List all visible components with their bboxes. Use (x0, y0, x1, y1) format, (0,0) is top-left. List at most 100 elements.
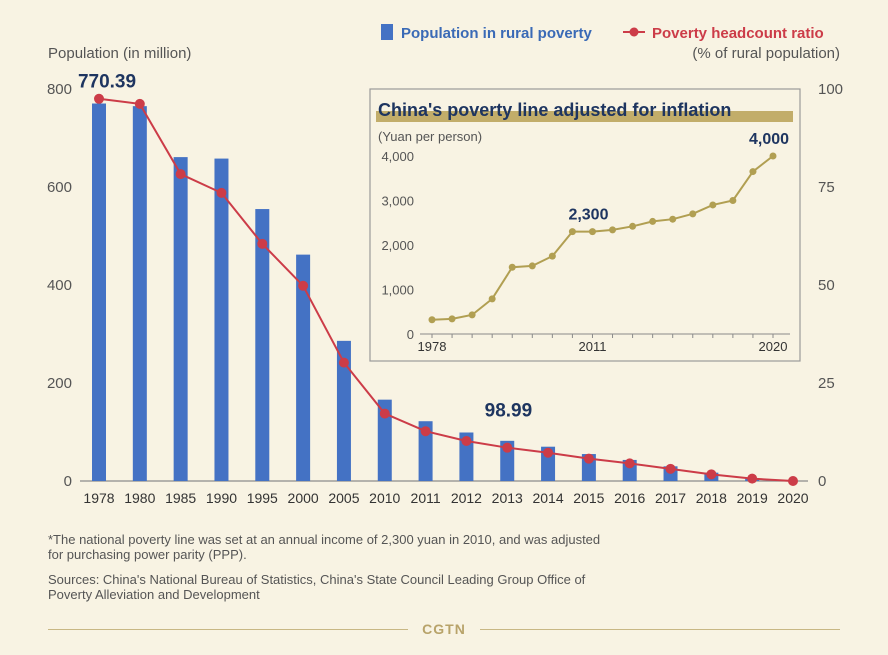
ratio-point-2019 (747, 473, 758, 484)
bar-1980 (132, 106, 147, 482)
ratio-point-2000 (298, 280, 309, 291)
inset-point (488, 295, 496, 303)
inset-point (528, 262, 536, 270)
bar-1985 (173, 157, 188, 482)
bar-2000 (296, 254, 311, 481)
right-tick-label: 0 (818, 473, 826, 490)
left-tick-label: 400 (47, 277, 72, 294)
legend-line-label: Poverty headcount ratio (652, 25, 824, 42)
inset-point (508, 263, 516, 271)
bar-1990 (214, 158, 229, 481)
bar-annotation: 770.39 (78, 72, 136, 93)
inset-point (769, 152, 777, 160)
inset-point (588, 228, 596, 236)
x-tick-label: 2013 (492, 490, 523, 506)
inset-point (709, 201, 717, 209)
ratio-point-2016 (624, 458, 635, 469)
sources: Sources: China's National Bureau of Stat… (48, 572, 586, 602)
ratio-point-2013 (502, 442, 513, 453)
ratio-point-2018 (706, 469, 717, 480)
inset-point (428, 316, 436, 324)
ratio-point-2012 (461, 436, 472, 447)
inset-annotation: 4,000 (749, 131, 789, 148)
inset-point (548, 252, 556, 260)
inset-point (468, 311, 476, 319)
left-axis-label: Population (in million) (48, 45, 191, 62)
x-tick-label: 2018 (696, 490, 727, 506)
inset-point (629, 222, 637, 230)
x-tick-label: 2012 (451, 490, 482, 506)
inset-frame (369, 88, 801, 362)
bar-2011 (418, 421, 433, 481)
right-tick-label: 50 (818, 277, 835, 294)
ratio-point-1980 (134, 98, 145, 109)
left-tick-label: 800 (47, 81, 72, 98)
inset-ytick-label: 1,000 (381, 283, 414, 298)
x-tick-label: 2011 (411, 490, 441, 506)
bar-1995 (255, 209, 270, 482)
bar-2005 (336, 340, 351, 481)
right-axis-label: (% of rural population) (692, 45, 840, 62)
ratio-point-2017 (665, 463, 676, 474)
bar-2010 (377, 399, 392, 481)
ratio-point-2005 (338, 357, 349, 368)
x-tick-label: 2015 (573, 490, 604, 506)
inset-point (749, 168, 757, 176)
inset-ylabel: (Yuan per person) (378, 129, 482, 144)
x-tick-label: 2000 (288, 490, 319, 506)
bar-2012 (459, 432, 474, 481)
x-tick-label: 2010 (369, 490, 400, 506)
x-tick-label: 2005 (328, 490, 359, 506)
legend-bar-label: Population in rural poverty (401, 25, 593, 42)
inset-point (669, 215, 677, 223)
right-tick-label: 25 (818, 375, 835, 392)
left-tick-label: 0 (64, 473, 72, 490)
inset-title: China's poverty line adjusted for inflat… (378, 100, 731, 120)
x-tick-label: 2016 (614, 490, 645, 506)
right-tick-label: 75 (818, 179, 835, 196)
inset-ytick-label: 4,000 (381, 149, 414, 164)
x-tick-label: 1995 (247, 490, 278, 506)
inset-point (689, 210, 697, 218)
ratio-point-1990 (216, 187, 227, 198)
inset-point (649, 217, 657, 225)
brand-logo: CGTN (422, 621, 466, 637)
ratio-point-2010 (379, 408, 390, 419)
x-tick-label: 2017 (655, 490, 686, 506)
inset-title-highlight (376, 111, 793, 122)
inset-point (609, 226, 617, 234)
ratio-point-1995 (257, 238, 268, 249)
ratio-point-2011 (420, 426, 431, 437)
inset-ytick-label: 3,000 (381, 194, 414, 209)
x-tick-label: 1978 (83, 490, 114, 506)
footnote: *The national poverty line was set at an… (48, 532, 601, 562)
inset-ytick-label: 0 (407, 327, 414, 342)
ratio-point-2020 (788, 476, 798, 486)
x-tick-label: 1990 (206, 490, 237, 506)
x-tick-label: 1980 (124, 490, 155, 506)
legend-line-marker (629, 27, 639, 37)
bar-annotation: 98.99 (485, 400, 533, 421)
ratio-point-2014 (543, 447, 554, 458)
brand-rule-right (480, 629, 840, 630)
ratio-point-2015 (583, 453, 594, 464)
inset-point (448, 315, 456, 323)
ratio-line (98, 97, 794, 482)
ratio-point-1985 (175, 169, 186, 180)
right-tick-label: 100 (818, 81, 843, 98)
bar-1978 (92, 103, 106, 481)
legend-bar-swatch (381, 24, 393, 40)
inset-annotation: 2,300 (568, 207, 608, 224)
inset-point (568, 228, 576, 236)
inset-xtick-label: 2020 (759, 339, 788, 354)
inset-ytick-label: 2,000 (381, 238, 414, 253)
ratio-point-1978 (94, 93, 104, 104)
inset-xtick-label: 1978 (418, 339, 447, 354)
inset-xtick-label: 2011 (578, 339, 606, 354)
x-tick-label: 2020 (777, 490, 808, 506)
inset-point (729, 197, 737, 204)
left-tick-label: 600 (47, 179, 72, 196)
left-tick-label: 200 (47, 375, 72, 392)
